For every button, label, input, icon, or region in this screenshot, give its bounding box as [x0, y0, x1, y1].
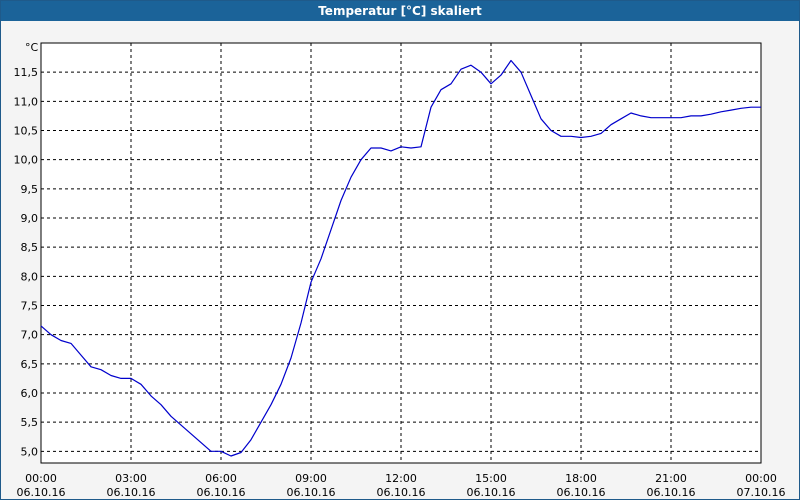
x-tick-time: 18:00 [565, 472, 597, 485]
x-tick-date: 06.10.16 [287, 486, 336, 499]
y-tick-label: 11,5 [14, 66, 39, 79]
x-tick-date: 06.10.16 [557, 486, 606, 499]
x-tick-time: 12:00 [385, 472, 417, 485]
y-tick-label: 11,0 [14, 95, 39, 108]
y-tick-label: 6,0 [21, 387, 39, 400]
x-tick-time: 21:00 [655, 472, 687, 485]
y-axis-unit: °C [25, 41, 39, 54]
x-tick-date: 06.10.16 [377, 486, 426, 499]
y-tick-label: 9,0 [21, 212, 39, 225]
x-tick-time: 06:00 [205, 472, 237, 485]
x-tick-date: 06.10.16 [107, 486, 156, 499]
x-tick-date: 06.10.16 [647, 486, 696, 499]
x-tick-date: 06.10.16 [197, 486, 246, 499]
x-tick-date: 06.10.16 [17, 486, 66, 499]
y-tick-label: 5,0 [21, 445, 39, 458]
y-tick-label: 9,5 [21, 183, 39, 196]
y-tick-label: 7,0 [21, 329, 39, 342]
x-tick-time: 03:00 [115, 472, 147, 485]
y-tick-label: 6,5 [21, 358, 39, 371]
chart-title: Temperatur [°C] skaliert [1, 1, 799, 21]
x-tick-date: 07.10.16 [737, 486, 786, 499]
x-tick-time: 09:00 [295, 472, 327, 485]
y-tick-label: 8,5 [21, 241, 39, 254]
temperature-line [40, 59, 761, 457]
y-tick-label: 7,5 [21, 300, 39, 313]
y-tick-label: 10,5 [14, 125, 39, 138]
y-tick-label: 5,5 [21, 416, 39, 429]
x-tick-time: 00:00 [745, 472, 777, 485]
x-tick-time: 15:00 [475, 472, 507, 485]
x-tick-time: 00:00 [25, 472, 57, 485]
x-tick-date: 06.10.16 [467, 486, 516, 499]
y-tick-label: 10,0 [14, 154, 39, 167]
y-tick-label: 8,0 [21, 270, 39, 283]
temperature-chart: 5,0 5,5 6,0 6,5 7,0 7,5 8,0 8,5 9,0 9,5 10,0 10,5 11… [14, 41, 786, 499]
